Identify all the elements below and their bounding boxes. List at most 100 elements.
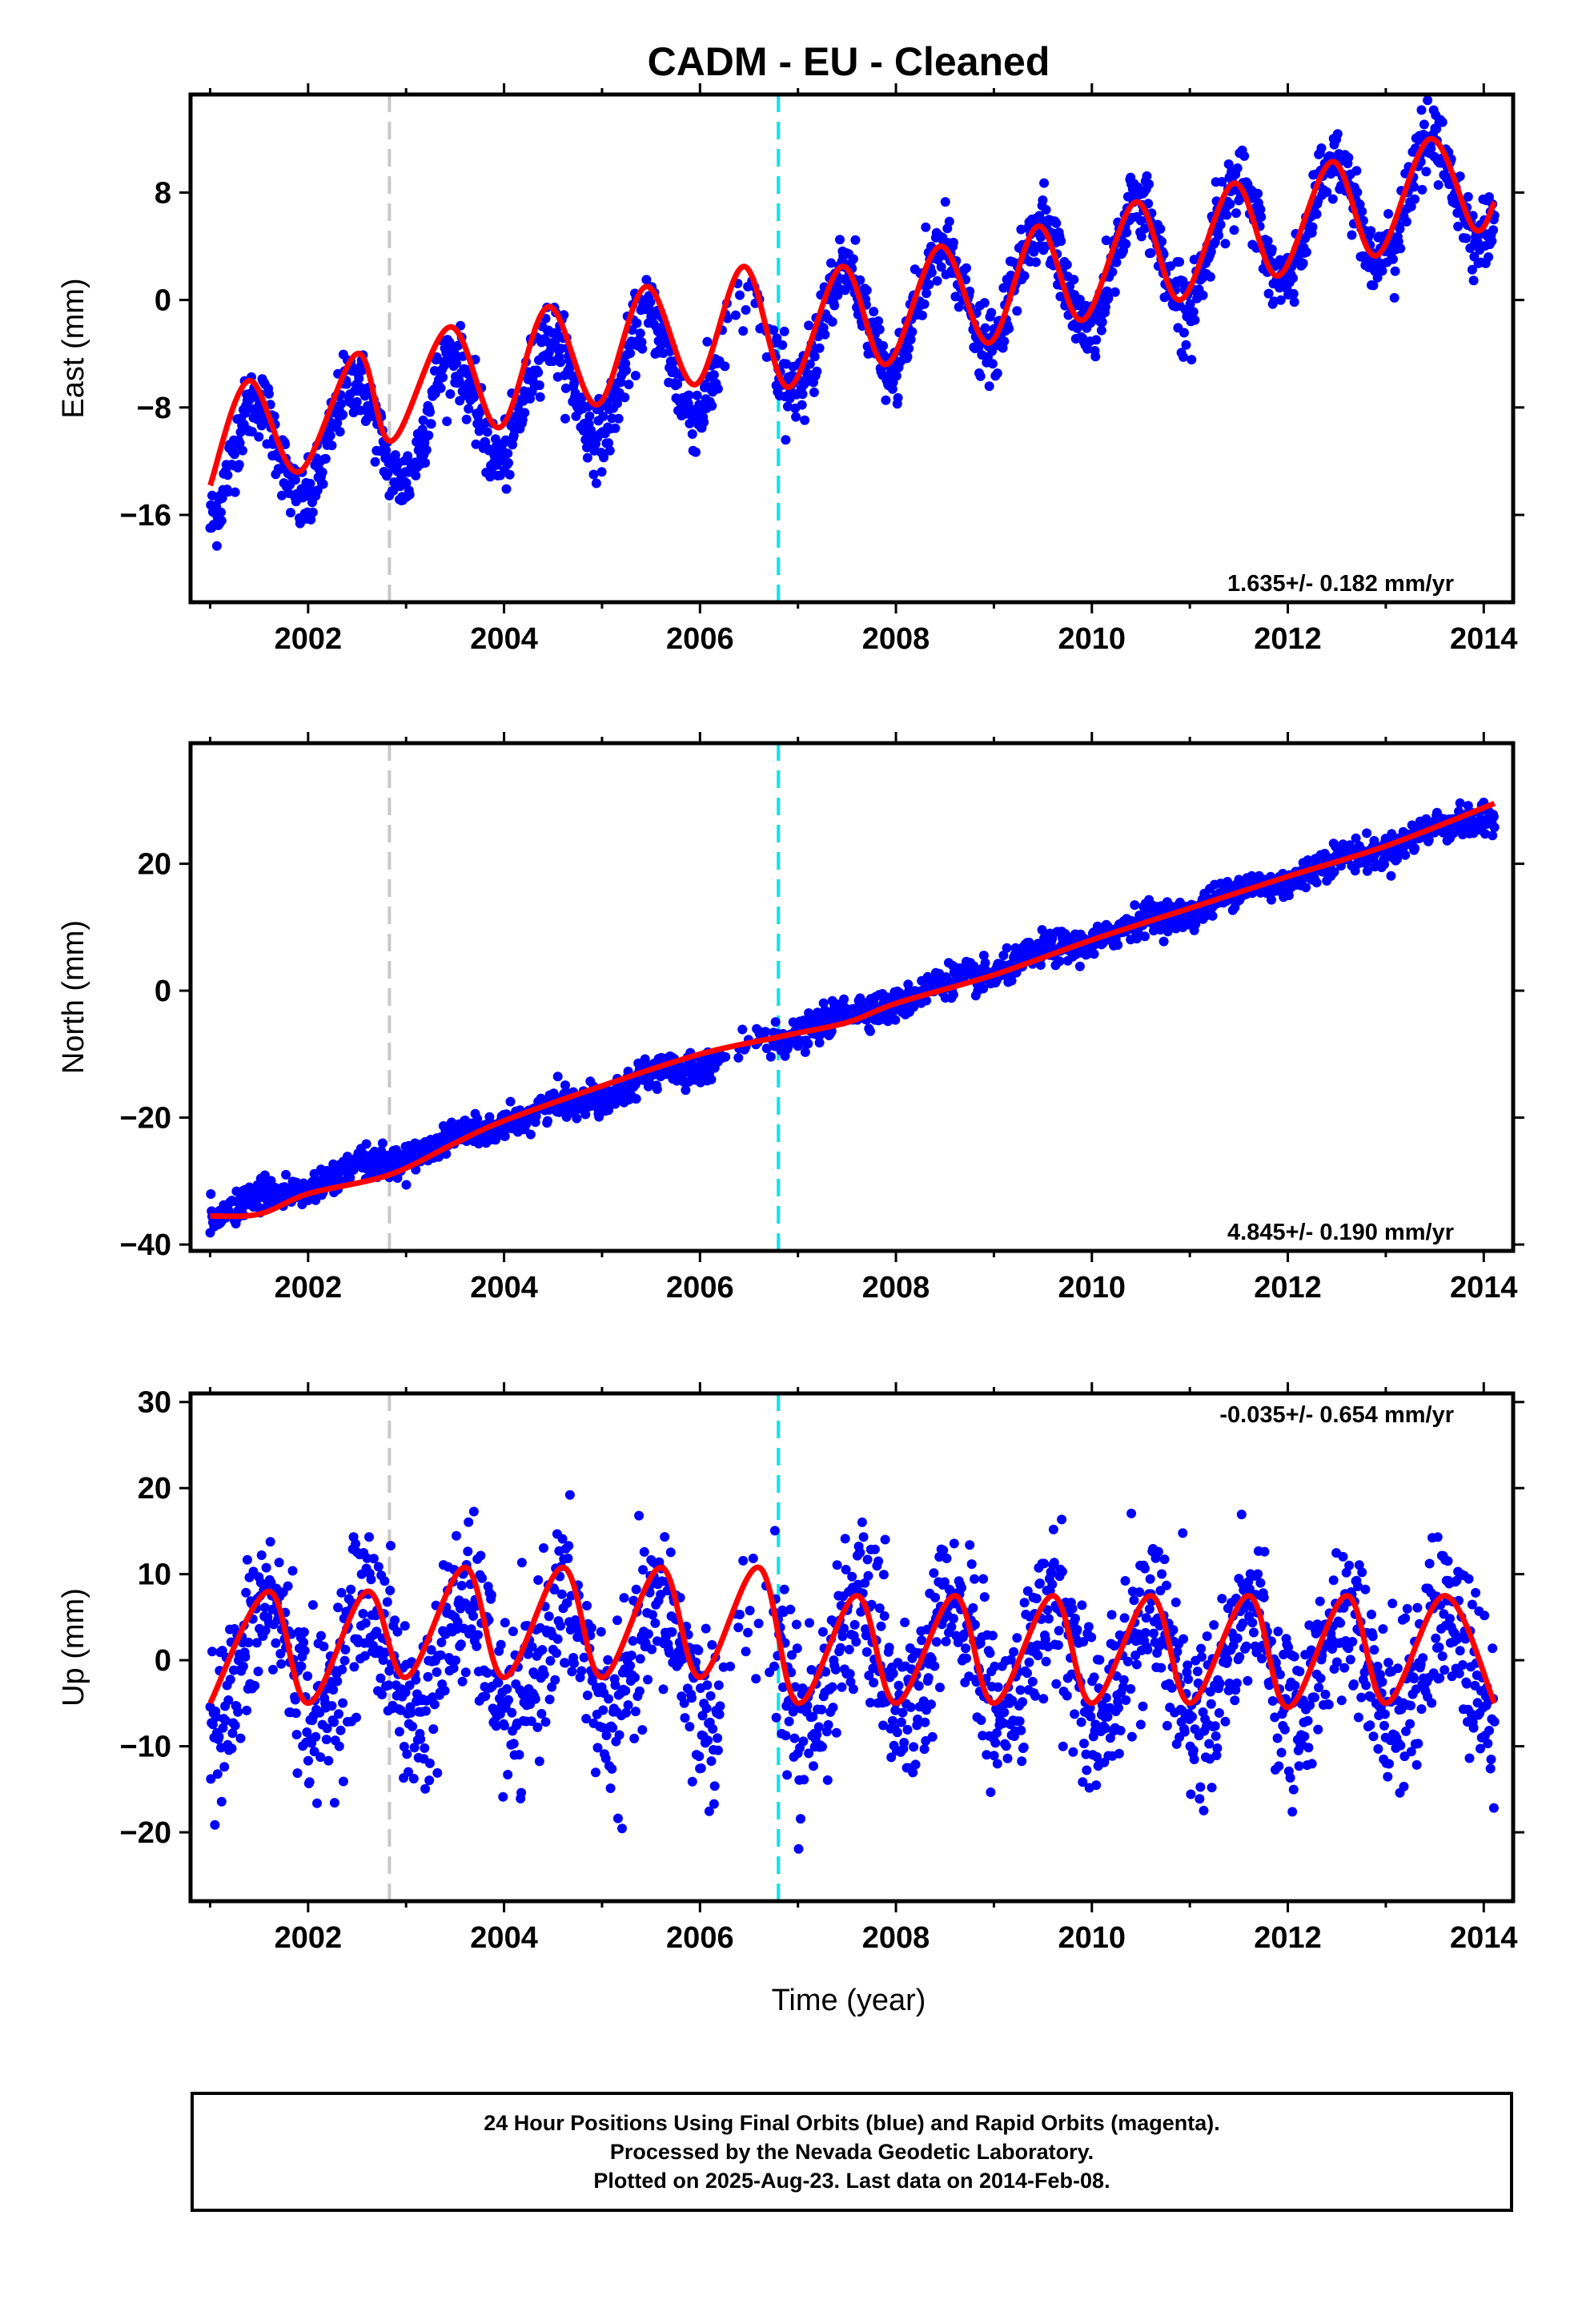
data-point: [849, 1619, 860, 1630]
y-tick-label: −8: [137, 392, 171, 425]
data-point: [364, 1532, 374, 1542]
data-point: [621, 1707, 631, 1718]
data-point: [730, 310, 741, 320]
data-point: [598, 412, 608, 421]
data-point: [873, 1556, 884, 1566]
data-point: [1388, 254, 1398, 264]
data-point: [625, 348, 636, 359]
data-point: [1352, 187, 1363, 198]
data-point: [556, 357, 566, 368]
data-point: [1111, 257, 1122, 267]
data-point: [799, 1775, 809, 1785]
data-point: [351, 1538, 361, 1549]
data-point: [432, 1667, 442, 1677]
data-point: [320, 453, 331, 464]
data-point: [803, 1039, 813, 1049]
data-point: [1047, 1579, 1058, 1590]
data-point: [660, 1532, 670, 1542]
data-point: [884, 1642, 894, 1653]
data-point: [705, 1691, 716, 1701]
data-point: [271, 1638, 281, 1648]
data-point: [812, 366, 822, 376]
data-point: [797, 1683, 808, 1694]
data-point: [498, 1791, 508, 1802]
data-point: [235, 438, 245, 448]
data-point: [1090, 352, 1101, 362]
data-point: [772, 333, 782, 344]
data-point: [965, 1540, 975, 1550]
data-point: [619, 1593, 629, 1603]
data-point: [206, 1189, 216, 1199]
data-point: [970, 1574, 980, 1584]
data-point: [1198, 290, 1208, 300]
data-point: [1332, 129, 1343, 139]
data-point: [845, 1669, 855, 1679]
data-point: [1217, 177, 1227, 187]
data-point: [839, 994, 849, 1004]
data-point: [1426, 143, 1436, 154]
data-point: [281, 1169, 291, 1180]
data-point: [703, 1735, 713, 1746]
data-point: [1467, 264, 1477, 275]
data-point: [392, 466, 403, 476]
plot-area: [205, 95, 1500, 551]
data-point: [457, 1676, 468, 1687]
data-point: [1107, 267, 1118, 277]
data-point: [337, 1664, 347, 1675]
data-point: [421, 1706, 431, 1716]
data-point: [436, 1637, 447, 1647]
data-point: [769, 325, 779, 336]
data-point: [335, 1725, 346, 1735]
data-point: [1146, 247, 1156, 258]
data-point: [484, 1112, 495, 1122]
data-point: [987, 346, 998, 356]
data-point: [1051, 1679, 1062, 1689]
data-point: [576, 1666, 587, 1676]
data-point: [630, 1672, 640, 1683]
data-point: [1263, 288, 1274, 299]
data-point: [1041, 1656, 1051, 1667]
data-point: [1289, 297, 1299, 308]
data-point: [923, 1673, 934, 1683]
data-point: [373, 1562, 383, 1572]
data-point: [276, 1659, 287, 1669]
data-point: [265, 1537, 275, 1547]
data-point: [694, 1751, 705, 1762]
data-point: [1488, 830, 1498, 841]
data-point: [1096, 325, 1106, 336]
data-point: [473, 1630, 483, 1640]
data-point: [751, 1674, 761, 1684]
data-point: [557, 1534, 568, 1544]
data-point: [291, 1708, 301, 1719]
data-point: [979, 298, 990, 308]
data-point: [798, 1736, 809, 1747]
data-point: [687, 1693, 697, 1703]
data-point: [813, 1722, 824, 1732]
data-point: [612, 1615, 622, 1626]
data-point: [630, 1707, 640, 1717]
data-point: [613, 413, 624, 424]
data-point: [1048, 1524, 1058, 1534]
data-point: [579, 1652, 589, 1663]
data-point: [830, 1664, 841, 1675]
data-point: [238, 445, 247, 456]
data-point: [782, 1770, 793, 1780]
data-point: [1327, 194, 1338, 204]
data-point: [1103, 293, 1114, 304]
data-point: [291, 1730, 302, 1739]
plot-area: [205, 1490, 1500, 1854]
data-point: [797, 389, 808, 400]
data-point: [643, 1675, 653, 1685]
data-point: [1006, 975, 1017, 986]
data-point: [251, 1638, 262, 1648]
data-point: [1122, 227, 1132, 238]
data-point: [648, 1610, 657, 1620]
data-point: [709, 1781, 720, 1791]
data-point: [533, 1575, 544, 1585]
data-point: [1386, 870, 1396, 881]
data-point: [417, 424, 428, 435]
data-point: [713, 1733, 723, 1743]
data-point: [610, 1680, 620, 1691]
data-point: [303, 1671, 313, 1681]
data-point: [401, 478, 412, 489]
